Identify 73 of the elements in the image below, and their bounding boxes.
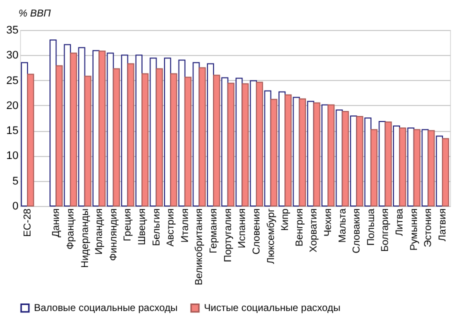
legend-label: Чистые социальные расходы: [204, 303, 340, 314]
x-tick-label: Португалия: [222, 208, 234, 262]
bar: [78, 47, 86, 206]
x-tick-label: Латвия: [437, 208, 448, 242]
x-tick-label: Болгария: [380, 208, 392, 252]
y-tick-label: 20: [6, 100, 18, 112]
bar: [298, 98, 306, 206]
legend-label: Валовые социальные расходы: [34, 303, 178, 314]
bar: [336, 109, 343, 206]
x-tick-label: Нидерланды: [80, 208, 91, 268]
x-tick-label: Чехия: [323, 208, 334, 237]
bar: [150, 58, 157, 206]
bar: [84, 76, 92, 206]
bar: [370, 129, 378, 206]
bar: [156, 68, 163, 206]
bar: [141, 73, 149, 206]
bar: [442, 138, 450, 206]
bar: [184, 76, 192, 206]
bar: [256, 82, 264, 206]
x-tick-label: Бельгия: [151, 208, 162, 246]
x-tick-label: Мальта: [337, 208, 348, 243]
x-tick-label: Финляндия: [108, 208, 120, 261]
bar: [70, 52, 78, 206]
x-tick-label: Швеция: [136, 208, 148, 246]
x-tick-label: Австрия: [166, 208, 177, 247]
bar: [413, 129, 420, 206]
x-tick-label: Словакия: [352, 208, 363, 254]
y-tick-label: 35: [6, 24, 18, 36]
bar: [284, 94, 292, 206]
y-tick-label: 25: [6, 74, 18, 87]
x-tick-label: Испания: [237, 208, 248, 248]
bar: [270, 98, 278, 206]
x-tick-label: Словения: [251, 208, 262, 255]
x-tick-label: Дания: [51, 208, 62, 238]
x-tick-label: ЕС-28: [22, 208, 34, 237]
x-tick-label: Польша: [366, 208, 377, 246]
y-tick-label: 5: [12, 175, 18, 188]
bar: [98, 50, 106, 206]
bar: [56, 65, 63, 206]
bar: [356, 116, 364, 206]
y-tick-label: 0: [12, 200, 18, 212]
x-tick-label: Ирландия: [94, 208, 106, 255]
x-tick-label: Великобритания: [194, 208, 206, 286]
x-tick-label: Венгрия: [294, 208, 306, 246]
bar: [242, 83, 249, 206]
x-tick-label: Литва: [394, 208, 406, 236]
bar: [227, 82, 234, 206]
bar: [328, 104, 335, 206]
x-tick-label: Греция: [122, 208, 134, 242]
bar: [170, 73, 178, 206]
bar: [198, 67, 206, 206]
x-tick-label: Эстония: [423, 208, 434, 248]
bar: [127, 63, 134, 206]
x-tick-label: Хорватия: [308, 208, 320, 252]
x-tick-label: Кипр: [280, 208, 292, 231]
x-tick-label: Румыния: [408, 208, 420, 251]
bar: [342, 110, 349, 206]
bar: [313, 102, 320, 206]
bar: [399, 128, 406, 206]
bar: [213, 74, 220, 206]
bar: [112, 68, 120, 206]
y-tick-label: 30: [6, 50, 18, 62]
x-tick-label: Люксембург: [266, 208, 277, 264]
y-tick-label: 15: [6, 125, 18, 138]
x-tick-label: Италия: [180, 208, 191, 243]
bar: [27, 74, 34, 206]
x-tick-label: Франция: [65, 208, 76, 250]
bar: [428, 130, 435, 206]
y-tick-label: 10: [6, 150, 18, 162]
y-axis-title: % ВВП: [18, 8, 52, 20]
bar: [264, 90, 272, 206]
bar: [384, 122, 392, 206]
x-tick-label: Германия: [208, 208, 220, 254]
